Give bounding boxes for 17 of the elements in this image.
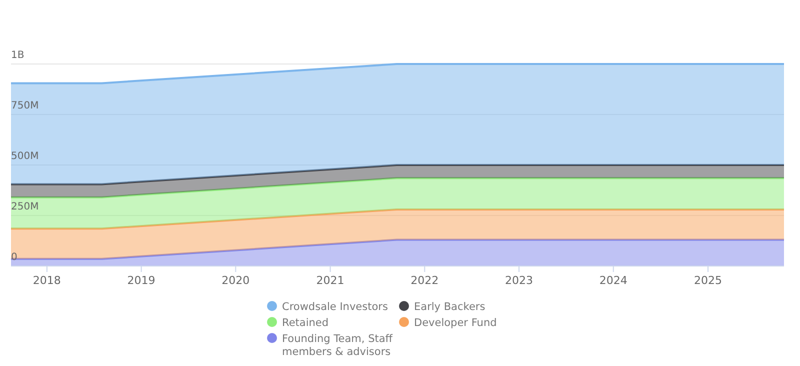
x-tick-label: 2018 [32,274,61,287]
y-tick-label: 500M [11,151,39,162]
legend-label: Retained [282,317,329,329]
legend-label: Early Backers [414,301,486,313]
y-tick-label: 1B [11,50,24,61]
x-tick-label: 2022 [410,274,439,287]
x-tick-label: 2024 [599,274,628,287]
x-tick-label: 2023 [505,274,534,287]
y-tick-label: 250M [11,202,39,212]
x-tick-label: 2020 [222,274,250,287]
legend-label: Developer Fund [414,317,497,329]
legend-label: Founding Team, Staff members & advisors [282,333,394,358]
y-tick-label: 750M [11,100,39,112]
legend-label: Crowdsale Investors [282,301,388,313]
x-tick-label: 2025 [694,274,722,287]
x-tick-label: 2019 [127,274,156,287]
x-tick-label: 2021 [316,274,344,287]
